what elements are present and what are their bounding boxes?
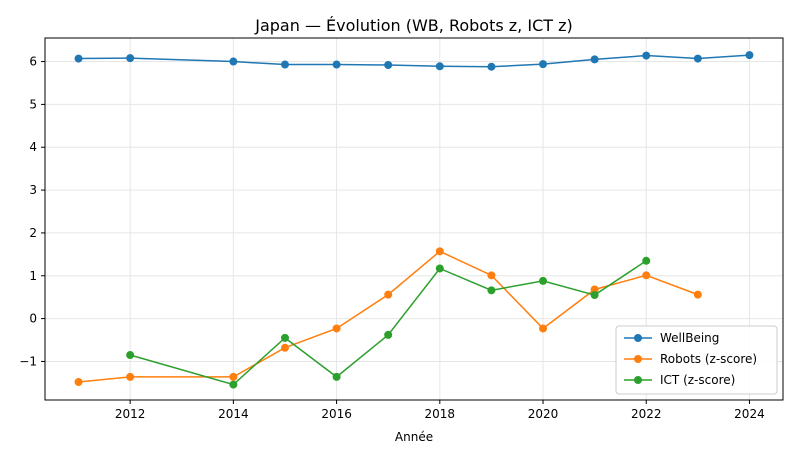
x-axis-label: Année xyxy=(395,430,433,444)
data-point xyxy=(539,324,548,333)
data-point xyxy=(590,55,599,64)
data-point xyxy=(539,60,548,69)
x-tick-label: 2022 xyxy=(631,407,662,421)
legend-marker xyxy=(634,376,642,384)
data-point xyxy=(435,62,444,71)
data-point xyxy=(693,54,702,63)
legend-label: Robots (z-score) xyxy=(660,352,757,366)
data-point xyxy=(74,54,83,63)
x-tick-label: 2016 xyxy=(321,407,352,421)
legend-marker xyxy=(634,334,642,342)
x-axis-ticks: 2012 2014 2016 2018 2020 2022 2024 xyxy=(115,400,765,421)
legend: WellBeing Robots (z-score) ICT (z-score) xyxy=(615,325,778,395)
series-ict-z-score xyxy=(126,256,651,389)
data-point xyxy=(384,330,393,339)
x-tick-label: 2020 xyxy=(528,407,559,421)
series-line xyxy=(129,260,647,386)
y-tick-label: −1 xyxy=(19,354,37,368)
data-point xyxy=(126,372,135,381)
y-tick-label: 1 xyxy=(29,269,37,283)
y-tick-label: 4 xyxy=(29,140,37,154)
data-point xyxy=(229,372,238,381)
y-axis-ticks: −1 0 1 2 3 4 5 6 xyxy=(19,55,45,368)
data-point xyxy=(642,51,651,60)
data-point xyxy=(384,60,393,69)
data-point xyxy=(745,51,754,60)
data-point xyxy=(693,290,702,299)
y-tick-label: 6 xyxy=(29,55,37,69)
x-tick-label: 2024 xyxy=(734,407,765,421)
x-tick-label: 2018 xyxy=(425,407,456,421)
series-robots-z-score xyxy=(74,247,702,387)
legend-label: ICT (z-score) xyxy=(660,373,735,387)
series-wellbeing xyxy=(74,51,754,71)
data-point xyxy=(642,256,651,265)
y-tick-label: 5 xyxy=(29,97,37,111)
plot-frame xyxy=(44,37,784,401)
y-tick-label: 0 xyxy=(29,312,37,326)
data-point xyxy=(384,290,393,299)
y-tick-label: 2 xyxy=(29,226,37,240)
data-point xyxy=(74,378,83,387)
x-tick-label: 2014 xyxy=(218,407,249,421)
data-point xyxy=(642,271,651,280)
data-point xyxy=(539,276,548,285)
legend-box xyxy=(615,325,778,395)
legend-label: WellBeing xyxy=(660,331,719,345)
legend-entry: Robots (z-score) xyxy=(624,352,757,366)
data-point xyxy=(435,264,444,273)
series-line xyxy=(78,250,699,383)
data-point xyxy=(126,351,135,360)
data-point xyxy=(280,60,289,69)
data-point xyxy=(229,57,238,66)
y-tick-label: 3 xyxy=(29,183,37,197)
data-point xyxy=(487,271,496,280)
data-point xyxy=(280,333,289,342)
data-point xyxy=(332,372,341,381)
legend-entry: ICT (z-score) xyxy=(624,373,735,387)
x-tick-label: 2012 xyxy=(115,407,146,421)
data-point xyxy=(126,54,135,63)
chart-title: Japan — Évolution (WB, Robots z, ICT z) xyxy=(254,16,572,35)
legend-marker xyxy=(634,355,642,363)
series-layer xyxy=(74,51,754,389)
data-point xyxy=(229,380,238,389)
data-point xyxy=(590,285,599,294)
data-point xyxy=(487,286,496,295)
data-point xyxy=(280,343,289,352)
data-point xyxy=(435,247,444,256)
data-point xyxy=(332,60,341,69)
grid xyxy=(45,38,783,400)
legend-entry: WellBeing xyxy=(624,331,719,345)
data-point xyxy=(590,291,599,300)
data-point xyxy=(487,62,496,71)
data-point xyxy=(332,324,341,333)
